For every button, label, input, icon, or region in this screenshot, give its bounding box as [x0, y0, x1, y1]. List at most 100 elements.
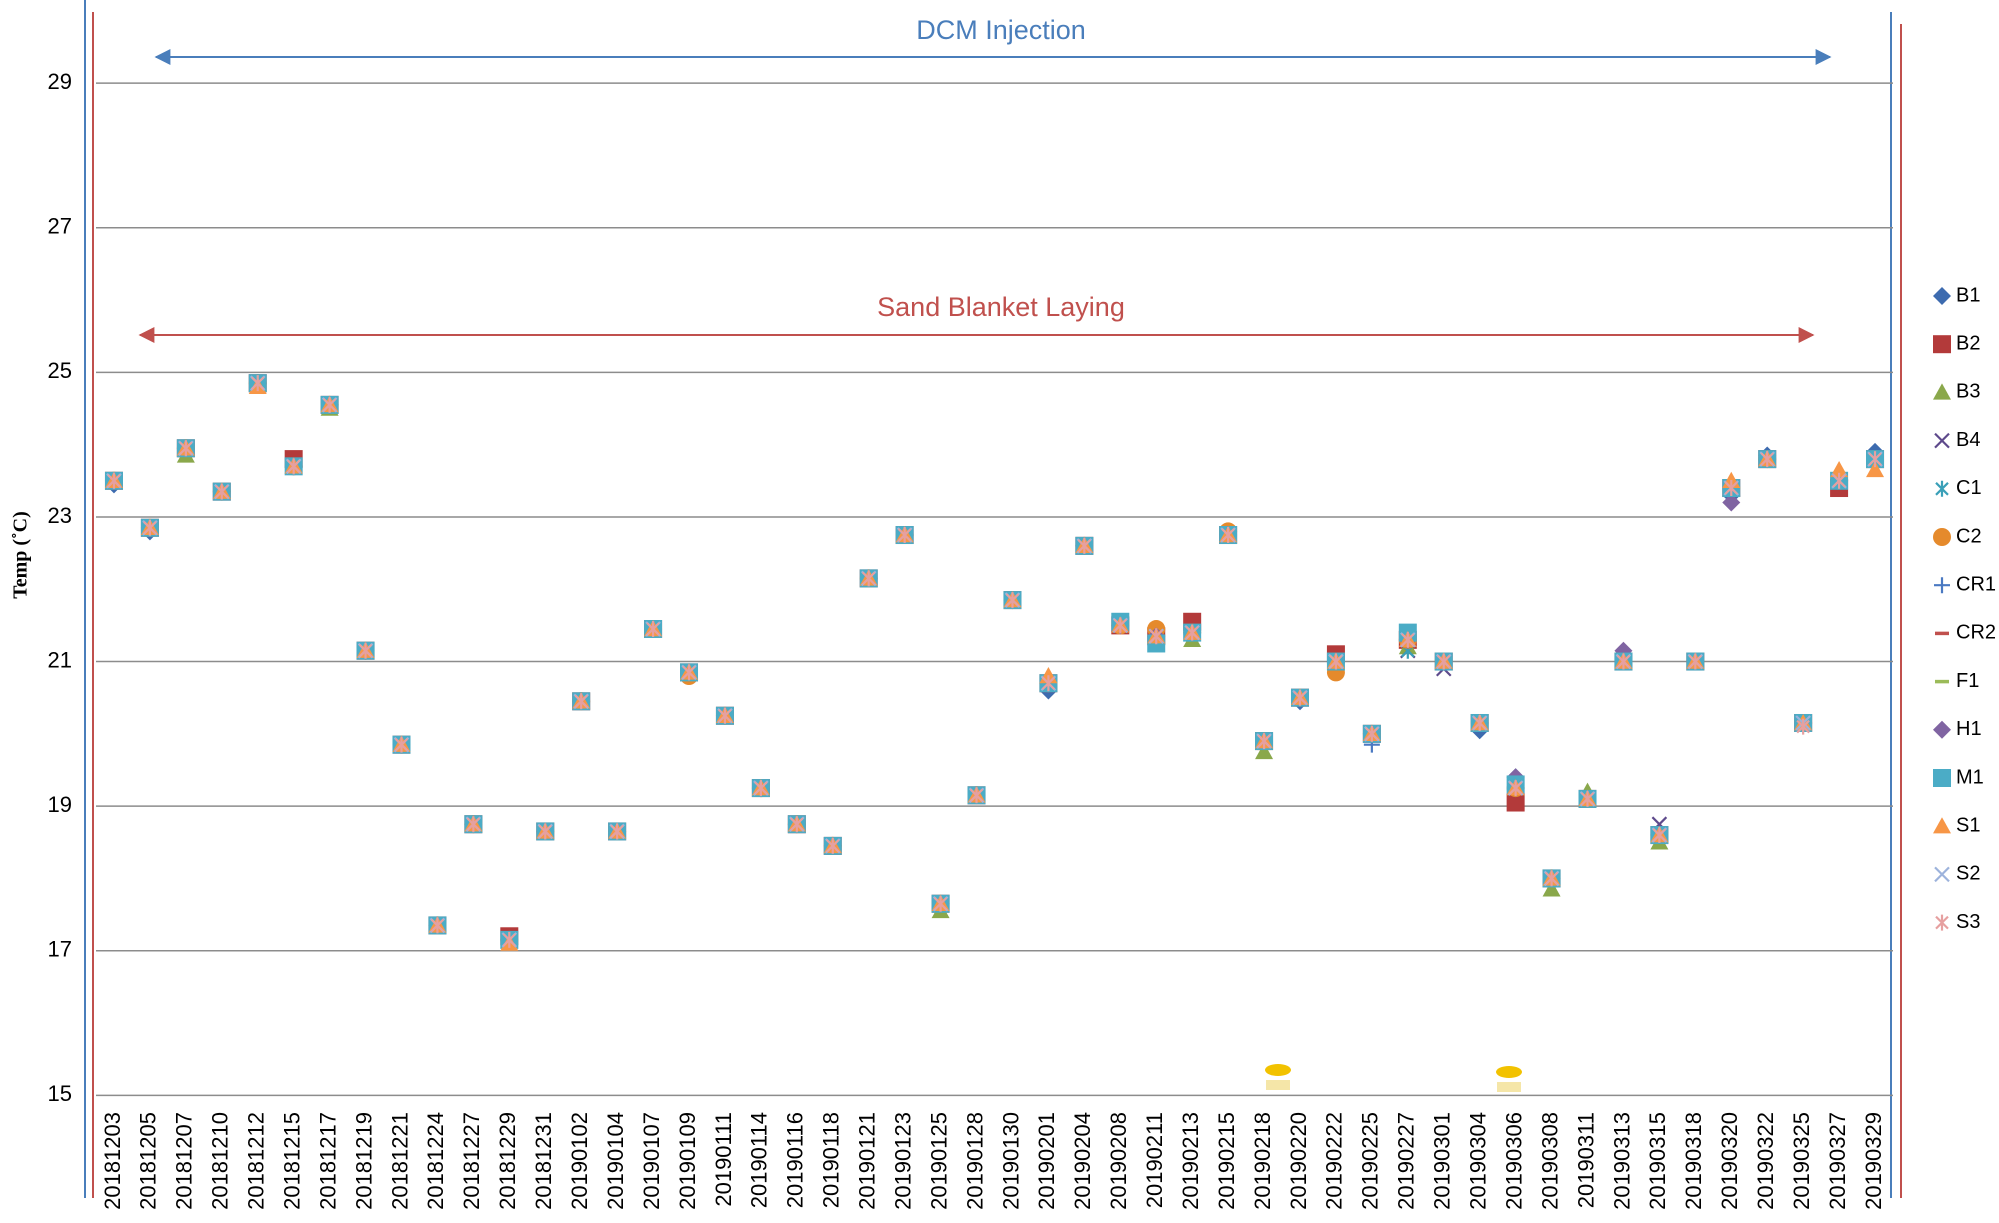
legend-label: C1: [1956, 477, 1982, 499]
x-tick-label: 20190318: [1681, 1112, 1706, 1210]
legend-marker: [1933, 383, 1951, 400]
x-tick-label: 20190304: [1466, 1112, 1491, 1210]
x-tick-label: 20190308: [1537, 1112, 1562, 1210]
y-axis-label: Temp (˚C): [10, 511, 32, 599]
data-point: [1113, 617, 1128, 634]
legend-marker: [1934, 866, 1950, 883]
data-point: [1542, 880, 1561, 897]
data-point: [574, 693, 588, 710]
x-tick-label: 20181205: [136, 1112, 161, 1210]
x-tick-label: 20190315: [1645, 1112, 1670, 1210]
legend-marker: [1933, 817, 1951, 834]
data-point: [1185, 624, 1199, 641]
x-tick-label: 20181207: [172, 1112, 197, 1210]
legend-label: H1: [1956, 718, 1982, 740]
x-tick-label: 20181231: [531, 1112, 556, 1210]
x-tick-label: 20181227: [459, 1112, 484, 1210]
x-tick-label: 20190329: [1861, 1112, 1886, 1210]
annotation: Sand Blanket Laying: [877, 292, 1125, 322]
data-point: [1722, 493, 1741, 512]
data-point: [718, 707, 732, 724]
data-point: [1868, 451, 1882, 468]
legend-label: B3: [1956, 381, 1980, 403]
x-tick-label: 20190218: [1250, 1112, 1275, 1210]
y-tick-label: 25: [48, 358, 72, 383]
data-point: [538, 823, 553, 840]
legend-label: B4: [1956, 429, 1980, 451]
x-tick-label: 20190114: [747, 1112, 772, 1208]
x-tick-label: 20190201: [1034, 1112, 1059, 1210]
data-point: [466, 816, 481, 833]
legend-marker: [1933, 287, 1951, 305]
legend-marker: [1933, 528, 1951, 546]
x-tick-label: 20190327: [1825, 1112, 1850, 1210]
data-point: [1329, 653, 1343, 670]
x-tick-label: 20190320: [1717, 1112, 1742, 1210]
x-tick-label: 20190313: [1609, 1112, 1634, 1210]
x-tick-label: 20190220: [1286, 1112, 1311, 1210]
data-point: [1580, 790, 1595, 807]
data-point: [897, 527, 912, 544]
legend-label: C2: [1956, 525, 1982, 547]
data-point: [969, 787, 984, 804]
x-tick-label: 20181219: [351, 1112, 376, 1210]
y-tick-label: 27: [48, 214, 72, 239]
data-point: [754, 780, 768, 797]
data-point: [250, 375, 265, 392]
data-point: [1077, 537, 1092, 554]
data-point: [286, 458, 301, 475]
x-tick-label: 20190301: [1430, 1112, 1455, 1210]
data-point: [107, 472, 121, 489]
x-tick-label: 20190325: [1789, 1112, 1814, 1210]
data-point: [1544, 870, 1559, 887]
legend-label: F1: [1956, 670, 1979, 692]
x-tick-label: 20181217: [315, 1112, 340, 1210]
legend-marker: [1934, 577, 1950, 594]
data-point: [1221, 527, 1235, 544]
data-point: [1149, 628, 1164, 645]
x-tick-label: 20190104: [603, 1112, 628, 1210]
x-tick-label: 20190213: [1178, 1112, 1203, 1210]
x-tick-label: 20181210: [208, 1112, 233, 1210]
x-tick-label: 20181229: [495, 1112, 520, 1210]
x-tick-label: 20190111: [711, 1112, 736, 1207]
x-tick-label: 20190130: [998, 1112, 1023, 1210]
data-point: [322, 396, 337, 413]
data-point: [790, 816, 804, 833]
x-tick-label: 20181215: [279, 1112, 304, 1210]
x-tick-label: 20181224: [423, 1112, 448, 1210]
legend-marker: [1934, 432, 1950, 449]
data-point: [933, 895, 948, 912]
y-tick-label: 29: [48, 69, 72, 94]
x-tick-label: 20190109: [675, 1112, 700, 1210]
data-point: [394, 736, 409, 753]
legend-label: S3: [1956, 911, 1980, 933]
x-tick-label: 20190116: [783, 1112, 808, 1208]
x-tick-label: 20190225: [1358, 1112, 1383, 1210]
x-tick-label: 20190118: [819, 1112, 844, 1208]
data-point: [502, 931, 517, 948]
data-point: [215, 483, 229, 500]
weather-icon: [1265, 1064, 1522, 1092]
data-point: [179, 440, 193, 457]
data-point: [1041, 675, 1056, 692]
data-point: [646, 621, 660, 638]
data-point: [1436, 653, 1451, 670]
legend-label: M1: [1956, 766, 1984, 788]
annotation: DCM Injection: [916, 15, 1086, 45]
x-tick-label: 20190208: [1106, 1112, 1131, 1210]
y-tick-label: 15: [48, 1081, 72, 1106]
data-point: [610, 823, 624, 840]
data-point: [1365, 725, 1379, 742]
data-point: [1005, 592, 1020, 609]
data-point: [1257, 733, 1271, 750]
legend-marker: [1935, 480, 1949, 497]
legend-marker: [1933, 769, 1951, 787]
data-point: [1652, 827, 1667, 844]
y-tick-label: 17: [48, 937, 72, 962]
data-point: [1832, 472, 1846, 489]
legend-label: B2: [1956, 332, 1980, 354]
data-point: [1688, 653, 1703, 670]
data-point: [1293, 689, 1307, 706]
